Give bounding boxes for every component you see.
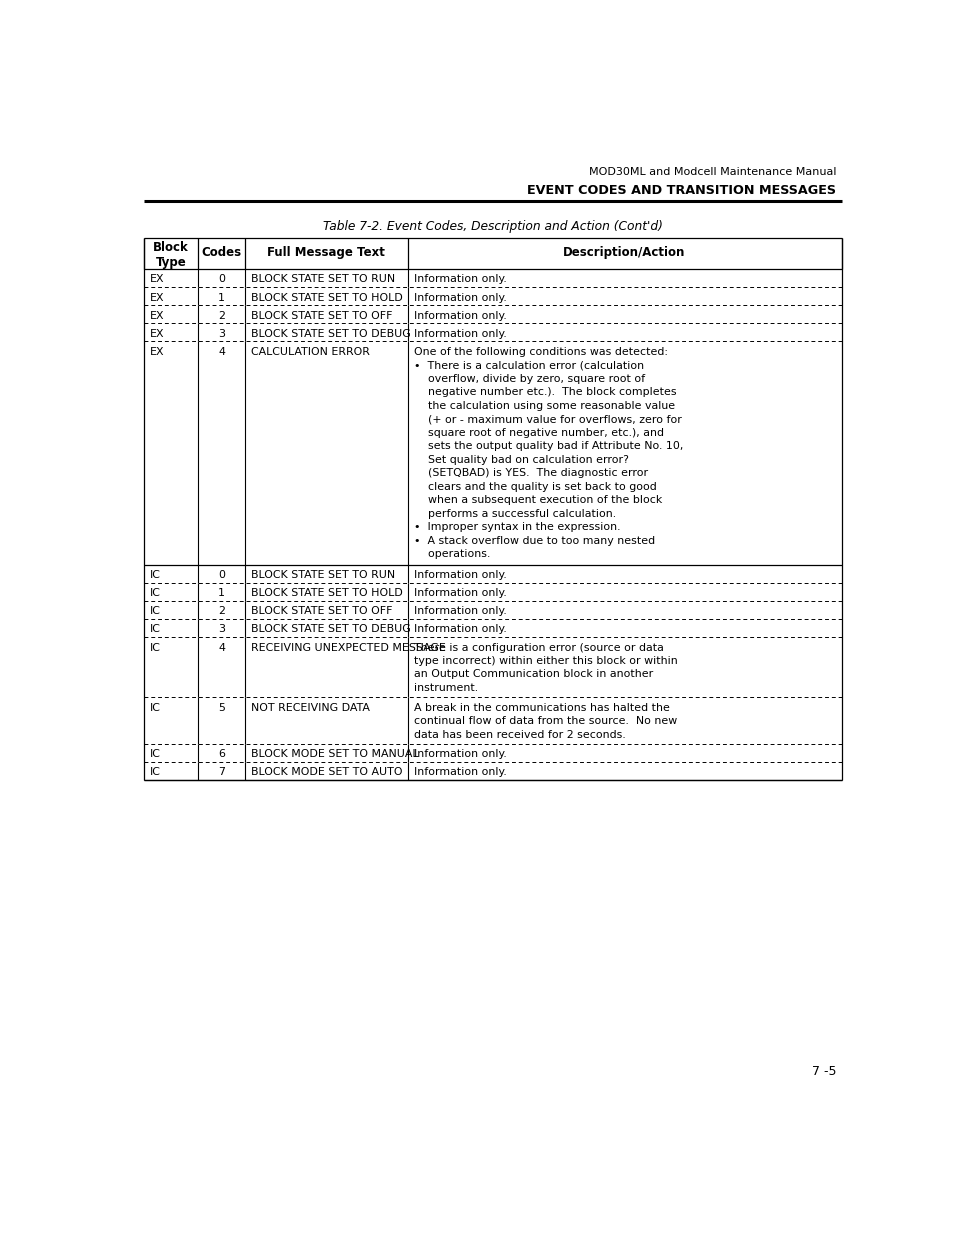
Text: Information only.: Information only. — [414, 750, 506, 760]
Text: an Output Communication block in another: an Output Communication block in another — [414, 669, 652, 679]
Text: BLOCK STATE SET TO OFF: BLOCK STATE SET TO OFF — [251, 311, 392, 321]
Text: Information only.: Information only. — [414, 588, 506, 598]
Text: Information only.: Information only. — [414, 767, 506, 777]
Text: performs a successful calculation.: performs a successful calculation. — [414, 509, 616, 519]
Text: 1: 1 — [218, 293, 225, 303]
Text: Table 7-2. Event Codes, Description and Action (Cont'd): Table 7-2. Event Codes, Description and … — [322, 220, 662, 233]
Text: EX: EX — [150, 311, 165, 321]
Text: (+ or - maximum value for overflows, zero for: (+ or - maximum value for overflows, zer… — [414, 414, 680, 425]
Text: 7 -5: 7 -5 — [811, 1065, 835, 1078]
Text: 1: 1 — [218, 588, 225, 598]
Text: Codes: Codes — [201, 246, 241, 259]
Text: 2: 2 — [218, 606, 225, 616]
Text: IC: IC — [150, 625, 161, 635]
Text: BLOCK STATE SET TO HOLD: BLOCK STATE SET TO HOLD — [251, 588, 402, 598]
Text: Set quality bad on calculation error?: Set quality bad on calculation error? — [414, 454, 628, 464]
Text: Information only.: Information only. — [414, 311, 506, 321]
Text: IC: IC — [150, 571, 161, 580]
Text: 4: 4 — [218, 642, 225, 652]
Text: 0: 0 — [218, 274, 225, 284]
Text: 6: 6 — [218, 750, 225, 760]
Text: EVENT CODES AND TRANSITION MESSAGES: EVENT CODES AND TRANSITION MESSAGES — [527, 184, 835, 198]
Text: Information only.: Information only. — [414, 329, 506, 338]
Text: There is a configuration error (source or data: There is a configuration error (source o… — [414, 642, 663, 652]
Text: Block
Type: Block Type — [153, 241, 189, 269]
Text: 4: 4 — [218, 347, 225, 357]
Text: overflow, divide by zero, square root of: overflow, divide by zero, square root of — [414, 374, 644, 384]
Text: IC: IC — [150, 750, 161, 760]
Text: EX: EX — [150, 293, 165, 303]
Text: Information only.: Information only. — [414, 571, 506, 580]
Text: •  A stack overflow due to too many nested: • A stack overflow due to too many neste… — [414, 536, 654, 546]
Text: data has been received for 2 seconds.: data has been received for 2 seconds. — [414, 730, 625, 740]
Text: 7: 7 — [218, 767, 225, 777]
Text: NOT RECEIVING DATA: NOT RECEIVING DATA — [251, 703, 370, 713]
Text: BLOCK STATE SET TO OFF: BLOCK STATE SET TO OFF — [251, 606, 392, 616]
Text: operations.: operations. — [414, 550, 490, 559]
Text: type incorrect) within either this block or within: type incorrect) within either this block… — [414, 656, 677, 666]
Text: 0: 0 — [218, 571, 225, 580]
Text: IC: IC — [150, 588, 161, 598]
Text: Information only.: Information only. — [414, 274, 506, 284]
Text: Full Message Text: Full Message Text — [267, 246, 385, 259]
Text: 3: 3 — [218, 625, 225, 635]
Text: Description/Action: Description/Action — [563, 246, 685, 259]
Text: IC: IC — [150, 606, 161, 616]
Text: when a subsequent execution of the block: when a subsequent execution of the block — [414, 495, 661, 505]
Text: instrument.: instrument. — [414, 683, 477, 693]
Text: BLOCK STATE SET TO DEBUG: BLOCK STATE SET TO DEBUG — [251, 329, 411, 338]
Text: BLOCK STATE SET TO HOLD: BLOCK STATE SET TO HOLD — [251, 293, 402, 303]
Text: clears and the quality is set back to good: clears and the quality is set back to go… — [414, 482, 656, 492]
Text: RECEIVING UNEXPECTED MESSAGE: RECEIVING UNEXPECTED MESSAGE — [251, 642, 445, 652]
Text: sets the output quality bad if Attribute No. 10,: sets the output quality bad if Attribute… — [414, 441, 682, 451]
Text: (SETQBAD) is YES.  The diagnostic error: (SETQBAD) is YES. The diagnostic error — [414, 468, 647, 478]
Text: 3: 3 — [218, 329, 225, 338]
Text: One of the following conditions was detected:: One of the following conditions was dete… — [414, 347, 667, 357]
Text: 2: 2 — [218, 311, 225, 321]
Text: negative number etc.).  The block completes: negative number etc.). The block complet… — [414, 388, 676, 398]
Text: Information only.: Information only. — [414, 606, 506, 616]
Text: •  There is a calculation error (calculation: • There is a calculation error (calculat… — [414, 361, 643, 370]
Text: Information only.: Information only. — [414, 293, 506, 303]
Text: A break in the communications has halted the: A break in the communications has halted… — [414, 703, 669, 713]
Text: BLOCK STATE SET TO RUN: BLOCK STATE SET TO RUN — [251, 274, 395, 284]
Text: IC: IC — [150, 642, 161, 652]
Text: the calculation using some reasonable value: the calculation using some reasonable va… — [414, 401, 674, 411]
Text: EX: EX — [150, 274, 165, 284]
Text: IC: IC — [150, 767, 161, 777]
Text: BLOCK MODE SET TO AUTO: BLOCK MODE SET TO AUTO — [251, 767, 402, 777]
Text: •  Improper syntax in the expression.: • Improper syntax in the expression. — [414, 522, 619, 532]
Text: square root of negative number, etc.), and: square root of negative number, etc.), a… — [414, 427, 663, 437]
Text: EX: EX — [150, 347, 165, 357]
Text: Information only.: Information only. — [414, 625, 506, 635]
Text: continual flow of data from the source.  No new: continual flow of data from the source. … — [414, 716, 677, 726]
Text: BLOCK STATE SET TO DEBUG: BLOCK STATE SET TO DEBUG — [251, 625, 411, 635]
Text: BLOCK STATE SET TO RUN: BLOCK STATE SET TO RUN — [251, 571, 395, 580]
Text: CALCULATION ERROR: CALCULATION ERROR — [251, 347, 370, 357]
Text: BLOCK MODE SET TO MANUAL: BLOCK MODE SET TO MANUAL — [251, 750, 418, 760]
Text: EX: EX — [150, 329, 165, 338]
Text: MOD30ML and Modcell Maintenance Manual: MOD30ML and Modcell Maintenance Manual — [588, 168, 835, 178]
Text: IC: IC — [150, 703, 161, 713]
Text: 5: 5 — [218, 703, 225, 713]
